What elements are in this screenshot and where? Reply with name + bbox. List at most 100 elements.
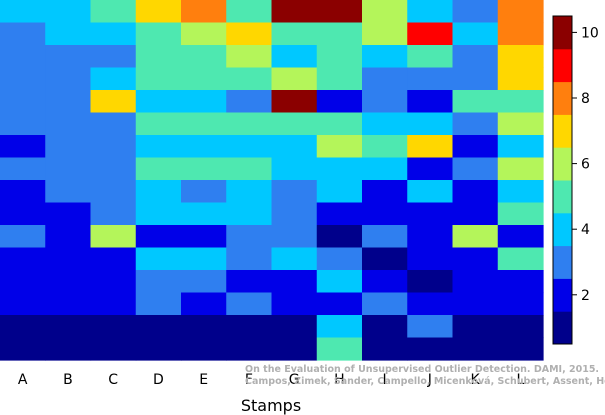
heatmap-cell [271, 202, 318, 226]
heatmap-cell [0, 270, 46, 294]
heatmap-cell [271, 157, 318, 181]
heatmap-cell [135, 315, 182, 339]
heatmap-cell [407, 247, 454, 271]
heatmap-cell [362, 135, 408, 159]
heatmap-cell [316, 292, 363, 316]
watermark-line-1: On the Evaluation of Unsupervised Outlie… [245, 364, 599, 375]
heatmap-cell [0, 337, 46, 361]
heatmap-cell [316, 247, 363, 271]
heatmap-cell [181, 157, 227, 181]
heatmap-cell [271, 90, 318, 114]
heatmap-cell [362, 337, 408, 361]
heatmap-cell [135, 202, 182, 226]
heatmap-cell [497, 90, 544, 114]
heatmap-cell [226, 247, 273, 271]
heatmap-cell [407, 157, 454, 181]
x-axis-title: Stamps [241, 396, 301, 415]
colorbar [552, 15, 573, 345]
x-tick-labels: A B C D E F G H I J K L [18, 372, 525, 388]
heatmap-cell [0, 292, 46, 316]
heatmap-cell [226, 90, 273, 114]
heatmap-cell [0, 225, 46, 249]
heatmap-cell [316, 135, 363, 159]
heatmap-cell [452, 135, 499, 159]
heatmap-cell [452, 45, 499, 69]
heatmap-cell [452, 292, 499, 316]
heatmap-cell [90, 67, 137, 91]
heatmap-cell [45, 45, 92, 69]
heatmap-cell [90, 247, 137, 271]
heatmap-cell [271, 22, 318, 46]
heatmap-cell [135, 337, 182, 361]
heatmap-cell [226, 315, 273, 339]
heatmap-cell [135, 225, 182, 249]
colorbar-tick-label: 2 [581, 288, 590, 304]
heatmap-cell [90, 225, 137, 249]
heatmap-cell [407, 45, 454, 69]
heatmap-cell [271, 0, 318, 24]
heatmap-cell [407, 67, 454, 91]
heatmap-cell [90, 337, 137, 361]
heatmap-cell [45, 315, 92, 339]
heatmap-cell [362, 202, 408, 226]
heatmap-cell [181, 270, 227, 294]
heatmap-cell [135, 247, 182, 271]
heatmap-cell [362, 0, 408, 24]
heatmap-cell [271, 67, 318, 91]
heatmap-cell [45, 180, 92, 204]
heatmap-cell [316, 157, 363, 181]
heatmap-cell [271, 45, 318, 69]
heatmap-cell [362, 270, 408, 294]
heatmap-cell [226, 337, 273, 361]
heatmap-cell [316, 0, 363, 24]
heatmap-cell [0, 247, 46, 271]
heatmap-cell [452, 180, 499, 204]
heatmap-cell [181, 45, 227, 69]
heatmap-cell [407, 337, 454, 361]
heatmap-cell [90, 292, 137, 316]
heatmap-cell [497, 337, 544, 361]
heatmap-cell [452, 90, 499, 114]
heatmap-cell [0, 67, 46, 91]
heatmap-cell [181, 135, 227, 159]
heatmap-cell [271, 270, 318, 294]
heatmap-cell [45, 22, 92, 46]
heatmap-cell [181, 112, 227, 136]
x-tick-label: F [245, 372, 253, 388]
heatmap-cell [90, 315, 137, 339]
heatmap-cell [181, 67, 227, 91]
heatmap-cell [226, 292, 273, 316]
heatmap-cell [135, 22, 182, 46]
heatmap-cell [362, 67, 408, 91]
heatmap-cell [181, 247, 227, 271]
x-tick-label: G [289, 372, 300, 388]
heatmap-cell [497, 292, 544, 316]
heatmap-cell [497, 247, 544, 271]
heatmap-cell [45, 225, 92, 249]
heatmap-cell [407, 180, 454, 204]
x-tick-label: H [334, 372, 345, 388]
colorbar-segment [553, 245, 572, 279]
heatmap-cell [0, 0, 46, 24]
heatmap-cell [452, 225, 499, 249]
heatmap-cell [181, 0, 227, 24]
heatmap-cell [45, 292, 92, 316]
x-tick-label: E [199, 372, 208, 388]
heatmap-cell [407, 22, 454, 46]
heatmap-cell [362, 22, 408, 46]
heatmap-cell [181, 22, 227, 46]
heatmap-cell [45, 337, 92, 361]
heatmap-cell [407, 270, 454, 294]
heatmap-cell [452, 157, 499, 181]
heatmap-cell [181, 315, 227, 339]
heatmap-cell [226, 270, 273, 294]
heatmap-cell [271, 337, 318, 361]
heatmap-cell [407, 0, 454, 24]
heatmap-cell [45, 112, 92, 136]
heatmap-cell [0, 315, 46, 339]
heatmap-cell [226, 157, 273, 181]
colorbar-tick-label: 4 [581, 222, 590, 238]
heatmap-cell [45, 202, 92, 226]
colorbar-tick-label: 6 [581, 157, 590, 173]
x-tick-label: A [18, 372, 28, 388]
